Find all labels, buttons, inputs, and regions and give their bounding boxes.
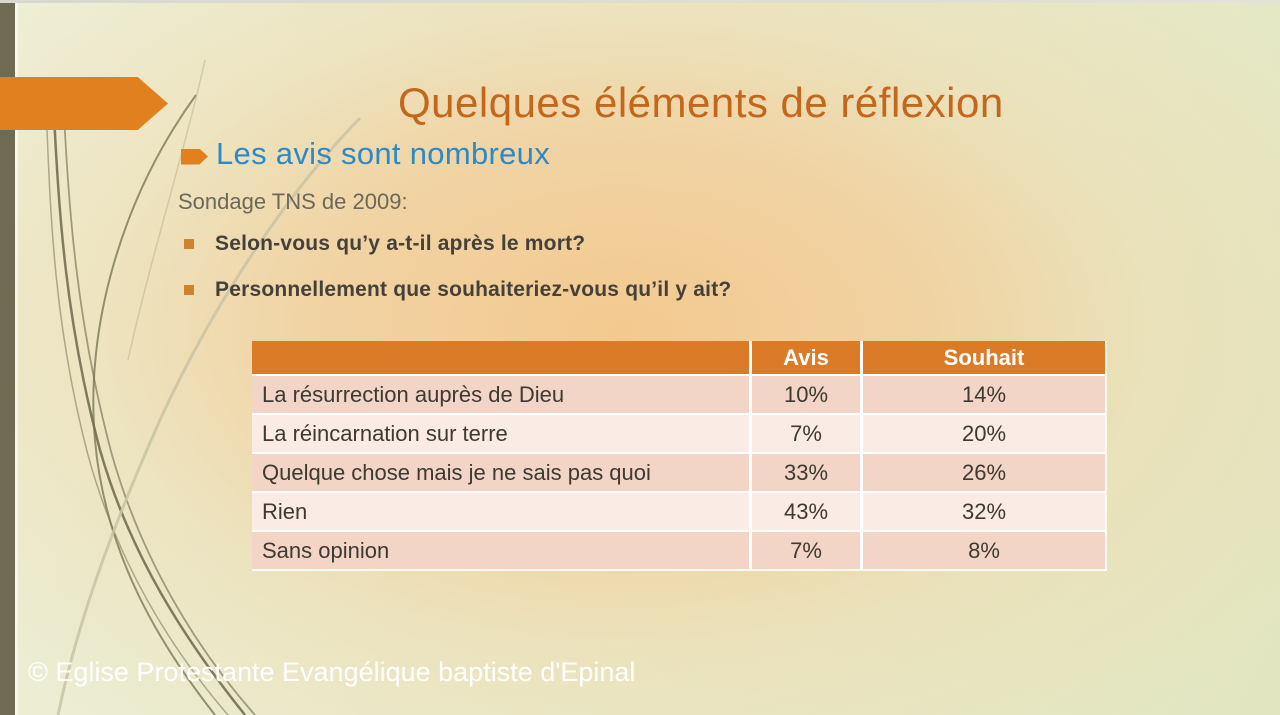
left-accent-bar: [0, 3, 15, 715]
slide-top-border: [0, 0, 1280, 3]
row-label: La réincarnation sur terre: [252, 413, 749, 452]
header-cell-avis: Avis: [749, 341, 860, 374]
survey-table: Avis Souhait La résurrection auprès de D…: [252, 341, 1107, 571]
bullet-item-1: Selon-vous qu’y a-t-il après le mort?: [184, 232, 585, 256]
square-bullet-icon: [184, 285, 194, 295]
left-accent-bar-highlight: [15, 3, 18, 715]
table-row: Rien 43% 32%: [252, 491, 1105, 530]
row-label: Quelque chose mais je ne sais pas quoi: [252, 452, 749, 491]
row-avis: 33%: [749, 452, 860, 491]
header-cell-souhait: Souhait: [860, 341, 1105, 374]
section-heading-row: Les avis sont nombreux: [181, 136, 550, 172]
bullet-item-2: Personnellement que souhaiteriez-vous qu…: [184, 278, 731, 302]
arrow-banner-shape: [0, 77, 168, 130]
table-row: Sans opinion 7% 8%: [252, 530, 1105, 569]
row-souhait: 8%: [860, 530, 1105, 569]
square-bullet-icon: [184, 239, 194, 249]
table-row: La réincarnation sur terre 7% 20%: [252, 413, 1105, 452]
row-avis: 10%: [749, 374, 860, 413]
copyright-footer: © Eglise Protestante Evangélique baptist…: [28, 657, 636, 687]
table-row: La résurrection auprès de Dieu 10% 14%: [252, 374, 1105, 413]
row-souhait: 26%: [860, 452, 1105, 491]
row-label: Rien: [252, 491, 749, 530]
table-row: Quelque chose mais je ne sais pas quoi 3…: [252, 452, 1105, 491]
bullet-text-1: Selon-vous qu’y a-t-il après le mort?: [215, 232, 586, 255]
row-souhait: 14%: [860, 374, 1105, 413]
row-avis: 43%: [749, 491, 860, 530]
row-souhait: 20%: [860, 413, 1105, 452]
row-label: La résurrection auprès de Dieu: [252, 374, 749, 413]
bullet-text-2: Personnellement que souhaiteriez-vous qu…: [215, 278, 732, 301]
section-heading: Les avis sont nombreux: [216, 136, 550, 171]
row-avis: 7%: [749, 530, 860, 569]
header-cell-empty: [252, 341, 749, 374]
survey-label: Sondage TNS de 2009:: [178, 189, 408, 214]
arrow-tag-icon: [181, 148, 208, 165]
row-label: Sans opinion: [252, 530, 749, 569]
table-header-row: Avis Souhait: [252, 341, 1105, 374]
row-souhait: 32%: [860, 491, 1105, 530]
row-avis: 7%: [749, 413, 860, 452]
slide-title: Quelques éléments de réflexion: [398, 79, 1004, 126]
